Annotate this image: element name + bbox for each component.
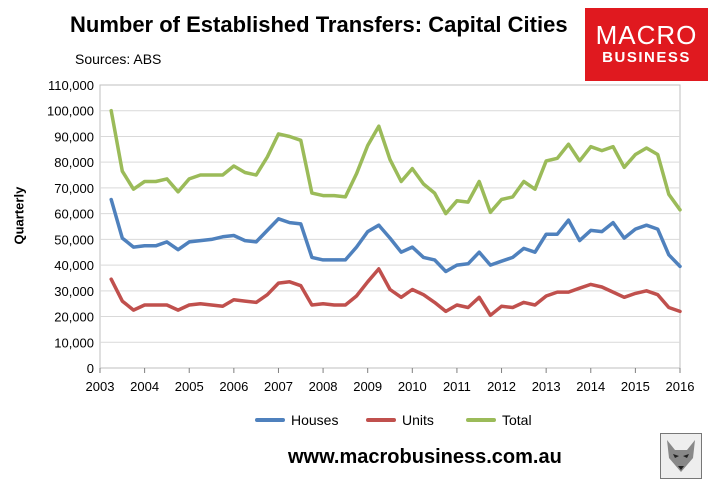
fox-logo-icon xyxy=(660,433,702,479)
line-chart: 0 10,000 20,000 30,000 40,000 50,000 60,000 70,… xyxy=(47,78,695,394)
series-line-total xyxy=(109,108,682,216)
x-tick-label: 2009 xyxy=(353,379,382,394)
y-tick-label: 70,000 xyxy=(54,181,94,196)
legend-swatch-houses xyxy=(255,418,285,422)
legend-item-units: Units xyxy=(366,412,434,428)
series-line-units xyxy=(109,267,682,318)
x-tick-label: 2008 xyxy=(309,379,338,394)
logo-line-1: MACRO xyxy=(595,20,698,50)
x-tick-label: 2004 xyxy=(130,379,159,394)
y-tick-label: 90,000 xyxy=(54,129,94,144)
source-note: Sources: ABS xyxy=(75,51,162,67)
y-axis-label: Quarterly xyxy=(11,186,27,245)
y-tick-label: 100,000 xyxy=(47,104,94,119)
x-tick-label: 2010 xyxy=(398,379,427,394)
x-tick-label: 2014 xyxy=(576,379,605,394)
legend-item-total: Total xyxy=(466,412,532,428)
y-tick-label: 0 xyxy=(87,361,94,376)
x-tick-label: 2016 xyxy=(666,379,695,394)
y-tick-label: 10,000 xyxy=(54,335,94,350)
y-tick-label: 110,000 xyxy=(48,78,94,93)
plot-area xyxy=(99,84,681,369)
y-tick-label: 80,000 xyxy=(54,155,94,170)
x-tick-label: 2005 xyxy=(175,379,204,394)
legend-swatch-units xyxy=(366,418,396,422)
x-tick-label: 2011 xyxy=(443,379,471,394)
macrobusiness-logo: MACRO BUSINESS xyxy=(585,8,708,81)
x-tick-label: 2013 xyxy=(532,379,561,394)
y-axis-ticks: 0 10,000 20,000 30,000 40,000 50,000 60,000 70,… xyxy=(47,78,94,376)
legend-swatch-total xyxy=(466,418,496,422)
logo-line-2: BUSINESS xyxy=(602,49,691,66)
legend-label-houses: Houses xyxy=(291,412,339,428)
x-tick-label: 2007 xyxy=(264,379,293,394)
x-tick-label: 2012 xyxy=(487,379,516,394)
legend-label-units: Units xyxy=(402,412,434,428)
x-tick-label: 2015 xyxy=(621,379,650,394)
chart-title: Number of Established Transfers: Capital… xyxy=(70,12,568,37)
legend-label-total: Total xyxy=(502,412,532,428)
y-tick-label: 20,000 xyxy=(54,310,94,325)
y-tick-label: 40,000 xyxy=(54,258,94,273)
legend-item-houses: Houses xyxy=(255,412,338,428)
website-url: www.macrobusiness.com.au xyxy=(288,446,562,468)
series-line-houses xyxy=(109,197,682,274)
y-tick-label: 60,000 xyxy=(54,207,94,222)
x-tick-label: 2006 xyxy=(219,379,248,394)
x-tick-label: 2003 xyxy=(86,379,115,394)
series-lines xyxy=(109,108,682,318)
x-axis-ticks: 2003 2004 2005 2006 2007 2008 2009 2010 2011 2012… xyxy=(86,368,695,394)
legend: Houses Units Total xyxy=(0,412,709,436)
y-tick-label: 30,000 xyxy=(54,284,94,299)
y-tick-label: 50,000 xyxy=(54,232,94,247)
